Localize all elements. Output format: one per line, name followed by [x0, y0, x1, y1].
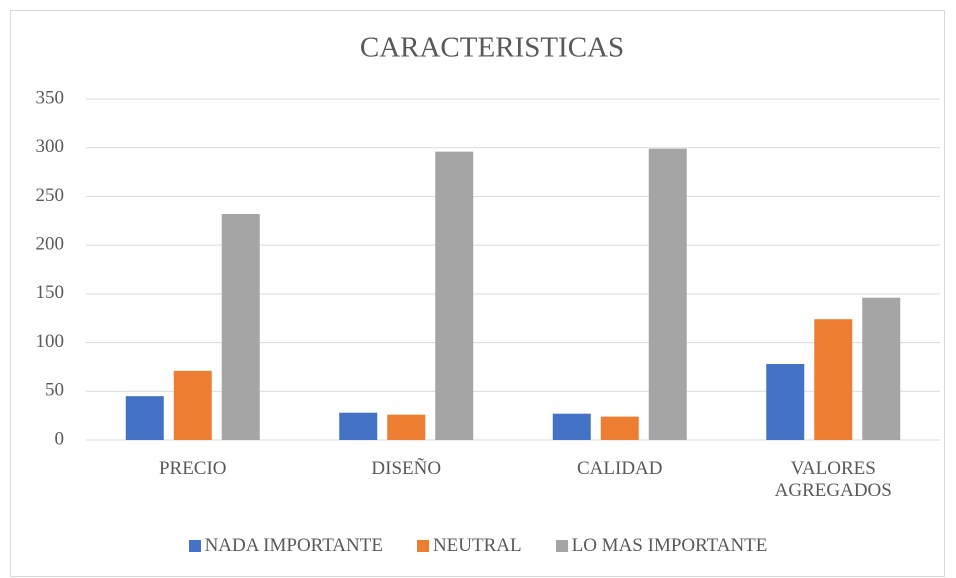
bar: [552, 413, 591, 440]
bar: [600, 416, 639, 440]
legend-label: LO MAS IMPORTANTE: [571, 535, 768, 556]
bar: [766, 364, 805, 440]
legend-label: NADA IMPORTANTE: [204, 535, 383, 556]
x-tick-label: VALORES AGREGADOS: [774, 458, 892, 501]
legend-swatch: [188, 540, 201, 552]
bar: [387, 414, 426, 440]
legend-item: NEUTRAL: [416, 535, 522, 557]
bar: [648, 148, 687, 440]
bar: [339, 412, 378, 440]
legend: NADA IMPORTANTE NEUTRAL LO MAS IMPORTANTE: [0, 535, 956, 557]
x-tick-label: DISEÑO: [371, 458, 442, 479]
bar: [173, 370, 212, 440]
legend-item: LO MAS IMPORTANTE: [555, 535, 768, 557]
y-tick-label: 250: [36, 185, 65, 206]
y-tick-label: 200: [36, 234, 65, 255]
legend-item: NADA IMPORTANTE: [188, 535, 383, 557]
bar: [221, 213, 260, 440]
y-tick-label: 150: [36, 282, 65, 303]
y-tick-label: 0: [55, 428, 65, 449]
y-tick-label: 100: [36, 331, 65, 352]
bar: [435, 151, 474, 440]
chart-title: CARACTERISTICAS: [360, 32, 624, 64]
bar: [814, 319, 853, 440]
legend-swatch: [555, 540, 568, 552]
y-tick-label: 50: [45, 380, 64, 401]
legend-label: NEUTRAL: [432, 535, 522, 556]
y-tick-label: 350: [36, 87, 65, 108]
bar: [125, 396, 164, 440]
y-tick-label: 300: [36, 136, 65, 157]
bar: [862, 297, 901, 440]
legend-swatch: [416, 540, 429, 552]
x-tick-label: CALIDAD: [577, 458, 663, 479]
x-tick-label: PRECIO: [158, 458, 227, 479]
